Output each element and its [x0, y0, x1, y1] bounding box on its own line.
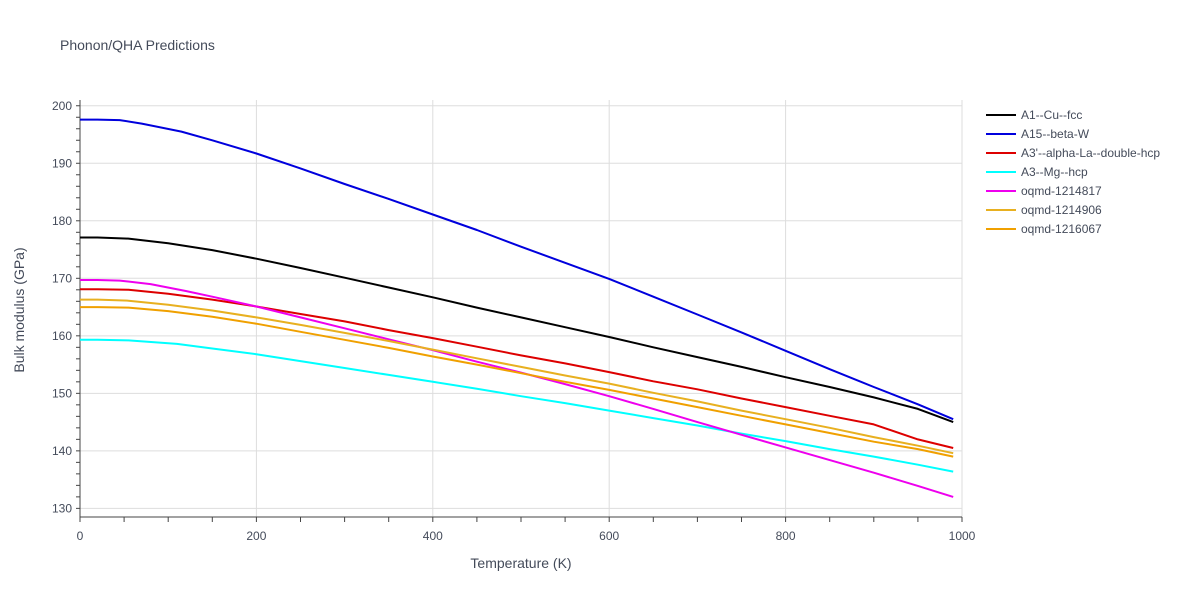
series-line-1 [80, 118, 954, 421]
x-tick-label: 600 [599, 529, 619, 543]
legend-item[interactable]: oqmd-1214817 [986, 184, 1102, 198]
legend-label: A15--beta-W [1021, 127, 1090, 141]
y-tick-label: 180 [52, 214, 72, 228]
y-tick-label: 130 [52, 501, 72, 515]
x-tick-label: 0 [77, 529, 84, 543]
y-tick-label: 140 [52, 444, 72, 458]
grid-lines [80, 100, 963, 517]
legend-item[interactable]: A15--beta-W [986, 127, 1090, 141]
chart-title: Phonon/QHA Predictions [60, 37, 215, 53]
x-tick-label: 1000 [949, 529, 976, 543]
legend-item[interactable]: A3'--alpha-La--double-hcp [986, 146, 1160, 160]
legend-label: A1--Cu--fcc [1021, 108, 1082, 122]
y-tick-label: 170 [52, 271, 72, 285]
y-tick-label: 190 [52, 156, 72, 170]
legend-item[interactable]: A3--Mg--hcp [986, 165, 1088, 179]
legend-item[interactable]: oqmd-1216067 [986, 222, 1102, 236]
legend-label: oqmd-1216067 [1021, 222, 1102, 236]
series-line-4 [80, 279, 954, 498]
legend-label: A3'--alpha-La--double-hcp [1021, 146, 1160, 160]
axes: 0 200 400 600 800 1000 130 140 150 160 170 180 190 20… [52, 99, 976, 543]
legend-item[interactable]: oqmd-1214906 [986, 203, 1102, 217]
y-tick-label: 150 [52, 386, 72, 400]
x-tick-label: 800 [776, 529, 796, 543]
series-line-5 [80, 298, 954, 455]
y-axis-title: Bulk modulus (GPa) [11, 247, 27, 372]
x-tick-label: 400 [423, 529, 443, 543]
y-tick-label: 160 [52, 329, 72, 343]
x-axis-title: Temperature (K) [470, 555, 571, 571]
series-line-0 [80, 236, 954, 424]
legend: A1--Cu--fcc A15--beta-W A3'--alpha-La--dou… [986, 108, 1160, 236]
legend-label: oqmd-1214817 [1021, 184, 1102, 198]
series-lines [80, 118, 954, 498]
legend-label: A3--Mg--hcp [1021, 165, 1088, 179]
legend-label: oqmd-1214906 [1021, 203, 1102, 217]
y-tick-label: 200 [52, 99, 72, 113]
series-line-3 [80, 338, 954, 473]
series-line-6 [80, 306, 954, 458]
x-tick-label: 200 [246, 529, 266, 543]
series-line-2 [80, 288, 954, 449]
legend-item[interactable]: A1--Cu--fcc [986, 108, 1082, 122]
